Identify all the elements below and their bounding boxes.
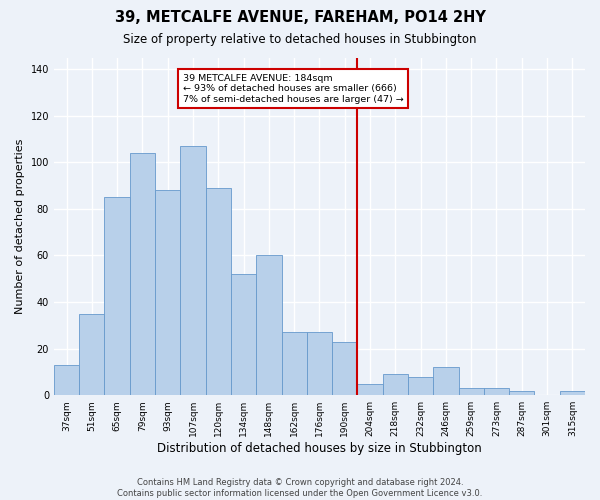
Bar: [181, 146, 206, 395]
Bar: [54, 365, 79, 395]
Bar: [307, 332, 332, 395]
Bar: [332, 342, 358, 395]
Bar: [256, 256, 281, 395]
Text: Contains HM Land Registry data © Crown copyright and database right 2024.
Contai: Contains HM Land Registry data © Crown c…: [118, 478, 482, 498]
Bar: [408, 376, 433, 395]
Bar: [560, 390, 585, 395]
Bar: [155, 190, 181, 395]
Text: 39, METCALFE AVENUE, FAREHAM, PO14 2HY: 39, METCALFE AVENUE, FAREHAM, PO14 2HY: [115, 10, 485, 25]
Bar: [130, 153, 155, 395]
Bar: [79, 314, 104, 395]
Bar: [231, 274, 256, 395]
Bar: [206, 188, 231, 395]
Bar: [281, 332, 307, 395]
Bar: [484, 388, 509, 395]
Bar: [104, 197, 130, 395]
X-axis label: Distribution of detached houses by size in Stubbington: Distribution of detached houses by size …: [157, 442, 482, 455]
Bar: [433, 368, 458, 395]
Text: 39 METCALFE AVENUE: 184sqm
← 93% of detached houses are smaller (666)
7% of semi: 39 METCALFE AVENUE: 184sqm ← 93% of deta…: [183, 74, 404, 104]
Y-axis label: Number of detached properties: Number of detached properties: [15, 138, 25, 314]
Bar: [458, 388, 484, 395]
Bar: [383, 374, 408, 395]
Bar: [358, 384, 383, 395]
Text: Size of property relative to detached houses in Stubbington: Size of property relative to detached ho…: [123, 32, 477, 46]
Bar: [509, 390, 535, 395]
